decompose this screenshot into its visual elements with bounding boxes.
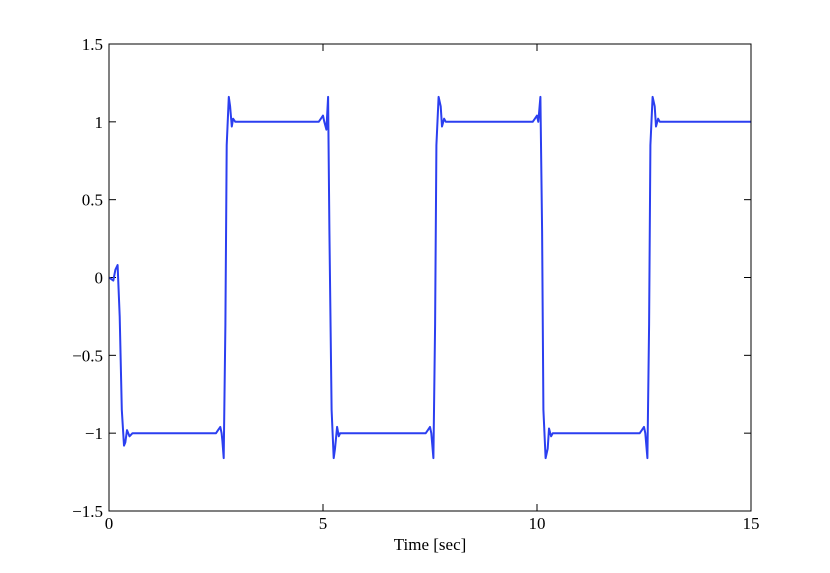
x-tick-label: 0: [105, 514, 114, 533]
y-tick-label: 1: [95, 113, 104, 132]
plot-frame: [108, 43, 752, 512]
y-tick-label: −1: [85, 424, 103, 443]
series-line: [108, 95, 751, 460]
y-axis-ticks: 1.5 1 0.5 0 −0.5 −1 −1.5: [72, 35, 751, 521]
x-tick-label: 15: [743, 514, 760, 533]
x-tick-label: 10: [529, 514, 546, 533]
x-axis-title: Time [sec]: [394, 535, 467, 554]
x-tick-label: 5: [319, 514, 328, 533]
y-tick-label: −0.5: [72, 346, 103, 365]
y-tick-label: 0: [95, 269, 104, 288]
y-tick-label: −1.5: [72, 502, 103, 521]
y-tick-label: 1.5: [82, 35, 103, 54]
y-tick-label: 0.5: [82, 191, 103, 210]
